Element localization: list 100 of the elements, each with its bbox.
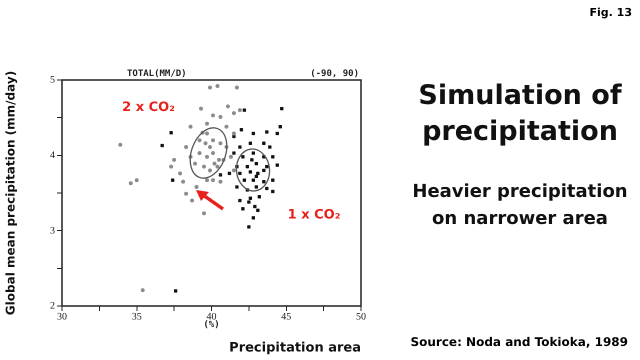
point	[170, 178, 174, 182]
x-axis-title: Precipitation area	[229, 340, 361, 356]
point	[265, 186, 268, 190]
point	[238, 198, 242, 202]
point	[278, 125, 282, 128]
point	[256, 172, 260, 176]
caption: Fig. 13	[590, 6, 632, 19]
point	[262, 168, 266, 172]
point	[262, 142, 266, 145]
point	[169, 131, 173, 134]
y-tick-label: 4	[50, 150, 55, 161]
point	[235, 185, 239, 189]
point	[276, 163, 279, 167]
point	[202, 211, 206, 216]
point	[210, 178, 216, 182]
source-note: Source: Noda and Tokioka, 1989	[410, 335, 628, 349]
series-label: 1 x CO₂	[288, 208, 340, 223]
point	[241, 207, 245, 210]
point	[238, 172, 242, 176]
point	[204, 131, 210, 136]
point	[252, 151, 256, 155]
point	[252, 132, 256, 136]
point	[216, 158, 222, 162]
point	[232, 151, 236, 155]
point	[203, 141, 208, 146]
y-axis-title: Global mean precipitation (mm/day)	[3, 70, 18, 316]
point	[218, 173, 222, 177]
y-tick-label: 5	[50, 74, 55, 86]
point	[242, 108, 246, 112]
x-tick-label: 45	[281, 312, 292, 323]
point	[240, 128, 244, 132]
point	[247, 200, 251, 204]
point	[184, 144, 188, 150]
point	[258, 195, 262, 198]
point	[202, 164, 206, 169]
point	[232, 131, 236, 136]
point	[241, 155, 245, 159]
text: Heavier precipitation on narrower area	[411, 180, 629, 231]
point	[280, 106, 284, 110]
point	[254, 162, 258, 166]
x-tick-label: 50	[356, 312, 366, 323]
point	[254, 174, 258, 178]
point	[271, 178, 274, 182]
text: TOTAL(MM/D)	[127, 68, 187, 79]
point	[210, 113, 216, 118]
point	[228, 154, 233, 159]
point	[208, 85, 212, 90]
point	[271, 155, 274, 159]
point	[212, 162, 217, 166]
point	[248, 142, 252, 145]
point	[242, 178, 246, 182]
point	[226, 104, 230, 108]
point	[262, 180, 266, 184]
point	[247, 225, 251, 229]
point	[118, 142, 122, 147]
text: (-90, 90)	[310, 68, 359, 79]
point	[160, 144, 164, 148]
point	[228, 172, 232, 176]
point	[128, 181, 133, 186]
point	[238, 108, 242, 112]
series-label: 2 x CO₂	[122, 100, 175, 115]
point	[197, 138, 202, 142]
point	[134, 178, 139, 182]
point	[198, 106, 204, 111]
point	[215, 164, 220, 169]
x-tick-label: 30	[57, 312, 67, 323]
point	[265, 130, 268, 134]
point	[252, 178, 256, 182]
point	[232, 111, 236, 116]
point	[188, 124, 193, 129]
point	[172, 158, 176, 162]
point	[210, 151, 216, 156]
point	[250, 158, 254, 162]
point	[178, 171, 182, 176]
point	[204, 154, 210, 159]
point	[169, 164, 174, 169]
point	[210, 138, 216, 142]
point	[204, 122, 210, 126]
point	[181, 180, 186, 184]
text: Simulation of precipitation	[417, 79, 623, 149]
point	[174, 289, 178, 293]
point	[204, 178, 210, 182]
point	[140, 288, 145, 292]
point	[224, 124, 228, 129]
point	[252, 216, 256, 220]
point	[232, 168, 236, 172]
point	[218, 141, 223, 146]
x-tick-label: 35	[132, 312, 142, 323]
point	[248, 196, 252, 200]
point	[208, 168, 212, 172]
point	[276, 132, 279, 136]
point	[271, 190, 274, 194]
point	[246, 164, 250, 168]
point	[193, 162, 198, 166]
point	[265, 164, 268, 168]
point	[190, 198, 194, 203]
point	[218, 114, 223, 119]
point	[254, 185, 258, 189]
point	[215, 84, 220, 88]
point	[238, 145, 242, 149]
